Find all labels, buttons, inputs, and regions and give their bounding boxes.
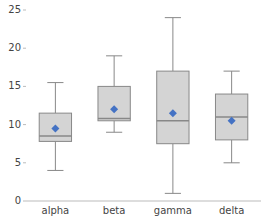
x-tick-label: delta [219, 205, 244, 216]
box [157, 71, 189, 144]
mean-marker [51, 124, 59, 132]
mean-marker [169, 109, 177, 117]
cap-low [47, 170, 63, 171]
y-tick [23, 201, 26, 202]
y-tick [23, 10, 26, 11]
median [157, 120, 189, 122]
y-tick-label: 0 [15, 195, 21, 206]
box [98, 86, 130, 120]
whisker-low [55, 141, 56, 170]
whisker-high [55, 83, 56, 114]
y-tick-label: 10 [8, 119, 21, 130]
mean-marker [228, 117, 236, 125]
y-tick-label: 15 [8, 80, 21, 91]
whisker-low [172, 144, 173, 194]
median [98, 118, 130, 120]
mean-marker [110, 105, 118, 113]
box [39, 113, 71, 141]
cap-low [106, 132, 122, 133]
x-axis-line [26, 201, 261, 202]
box [215, 94, 247, 140]
cap-high [47, 82, 63, 83]
y-tick [23, 48, 26, 49]
whisker-low [114, 121, 115, 132]
whisker-high [172, 18, 173, 71]
plot-area [39, 18, 248, 194]
x-tick-label: alpha [42, 205, 70, 216]
cap-high [165, 17, 181, 18]
x-tick-label: gamma [154, 205, 192, 216]
cap-low [165, 193, 181, 194]
cap-low [224, 162, 240, 163]
y-tick-label: 25 [8, 4, 21, 15]
whisker-high [231, 71, 232, 94]
cap-high [224, 71, 240, 72]
y-tick [23, 86, 26, 87]
x-tick-label: beta [103, 205, 126, 216]
chart: 0 5 10 15 20 25 alpha beta gamma delta [0, 0, 269, 223]
whisker-low [231, 140, 232, 163]
y-tick [23, 124, 26, 125]
cap-high [106, 55, 122, 56]
y-tick [23, 162, 26, 163]
whisker-high [114, 56, 115, 87]
median [39, 135, 71, 137]
y-tick-label: 20 [8, 42, 21, 53]
y-tick-label: 5 [15, 157, 21, 168]
